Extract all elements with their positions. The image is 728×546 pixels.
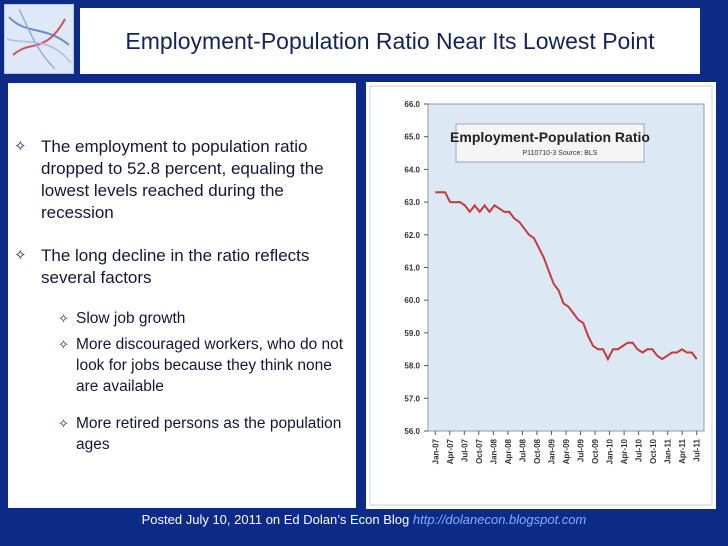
bullet-1: ✧ The employment to population ratio dro… (14, 136, 350, 224)
bullet-2: ✧ The long decline in the ratio reflects… (14, 245, 350, 289)
sub-bullet-2-text: More discouraged workers, who do not loo… (76, 336, 344, 395)
title-box: Employment-Population Ratio Near Its Low… (80, 8, 700, 74)
x-tick-label: Apr-08 (504, 438, 513, 464)
sub-bullet-3: ✧ More retired persons as the population… (58, 413, 354, 455)
text-panel: ✧ The employment to population ratio dro… (8, 83, 356, 508)
y-tick-label: 64.0 (404, 165, 420, 174)
x-tick-label: Oct-07 (475, 438, 484, 463)
logo (4, 4, 74, 74)
y-tick-label: 61.0 (404, 264, 420, 273)
diamond-star-icon: ✧ (14, 138, 27, 155)
x-tick-label: Apr-10 (620, 438, 629, 464)
footer-link[interactable]: http://dolanecon.blogspot.com (412, 512, 587, 527)
chart-subtitle: P110710-3 Source: BLS (523, 150, 598, 157)
x-tick-label: Apr-09 (562, 438, 571, 464)
slide-title: Employment-Population Ratio Near Its Low… (125, 27, 655, 54)
x-tick-label: Apr-11 (678, 438, 687, 463)
diamond-star-icon: ✧ (14, 247, 27, 264)
y-tick-label: 66.0 (404, 100, 420, 109)
bullet-2-text: The long decline in the ratio reflects s… (41, 246, 310, 287)
bullet-1-text: The employment to population ratio dropp… (41, 137, 324, 222)
y-tick-label: 56.0 (404, 427, 420, 436)
x-tick-label: Jul-10 (635, 438, 644, 462)
diamond-star-icon: ✧ (58, 337, 69, 352)
chart-title: Employment-Population Ratio (450, 129, 650, 145)
x-tick-label: Oct-08 (533, 438, 542, 463)
y-tick-label: 57.0 (404, 394, 420, 403)
x-tick-label: Jul-08 (518, 438, 527, 462)
x-tick-label: Jul-09 (577, 438, 586, 462)
x-tick-label: Oct-09 (591, 438, 600, 463)
diamond-star-icon: ✧ (58, 311, 69, 326)
x-tick-label: Jan-11 (664, 438, 673, 463)
y-tick-label: 63.0 (404, 198, 420, 207)
series-line (435, 191, 698, 362)
y-tick-label: 60.0 (404, 296, 420, 305)
x-tick-label: Jan-09 (547, 438, 556, 464)
x-tick-label: Jan-08 (489, 438, 498, 464)
sub-bullet-1: ✧ Slow job growth (58, 308, 354, 329)
footer: Posted July 10, 2011 on Ed Dolan’s Econ … (0, 512, 728, 527)
x-tick-label: Jan-10 (606, 438, 615, 464)
footer-text: Posted July 10, 2011 on Ed Dolan’s Econ … (141, 512, 410, 527)
y-tick-label: 62.0 (404, 231, 420, 240)
y-tick-label: 58.0 (404, 362, 420, 371)
x-tick-label: Jul-11 (693, 438, 702, 461)
sub-bullet-1-text: Slow job growth (76, 310, 186, 327)
logo-graphic (6, 8, 72, 70)
x-tick-label: Apr-07 (446, 438, 455, 464)
y-tick-label: 59.0 (404, 329, 420, 338)
chart-panel: 66.0 65.0 64.0 63.0 62.0 61.0 60.0 59.0 58.0 57.0… (366, 82, 716, 509)
sub-bullet-3-text: More retired persons as the population a… (76, 415, 342, 453)
line-chart: 66.0 65.0 64.0 63.0 62.0 61.0 60.0 59.0 58.0 57.0… (369, 85, 713, 506)
x-tick-label: Jan-07 (431, 438, 440, 464)
chart-title-box (455, 123, 645, 163)
sub-bullet-2: ✧ More discouraged workers, who do not l… (58, 334, 354, 397)
y-tick-label: 65.0 (404, 133, 420, 142)
x-tick-label: Jul-07 (460, 438, 469, 462)
diamond-star-icon: ✧ (58, 416, 69, 431)
x-tick-label: Oct-10 (649, 438, 658, 463)
